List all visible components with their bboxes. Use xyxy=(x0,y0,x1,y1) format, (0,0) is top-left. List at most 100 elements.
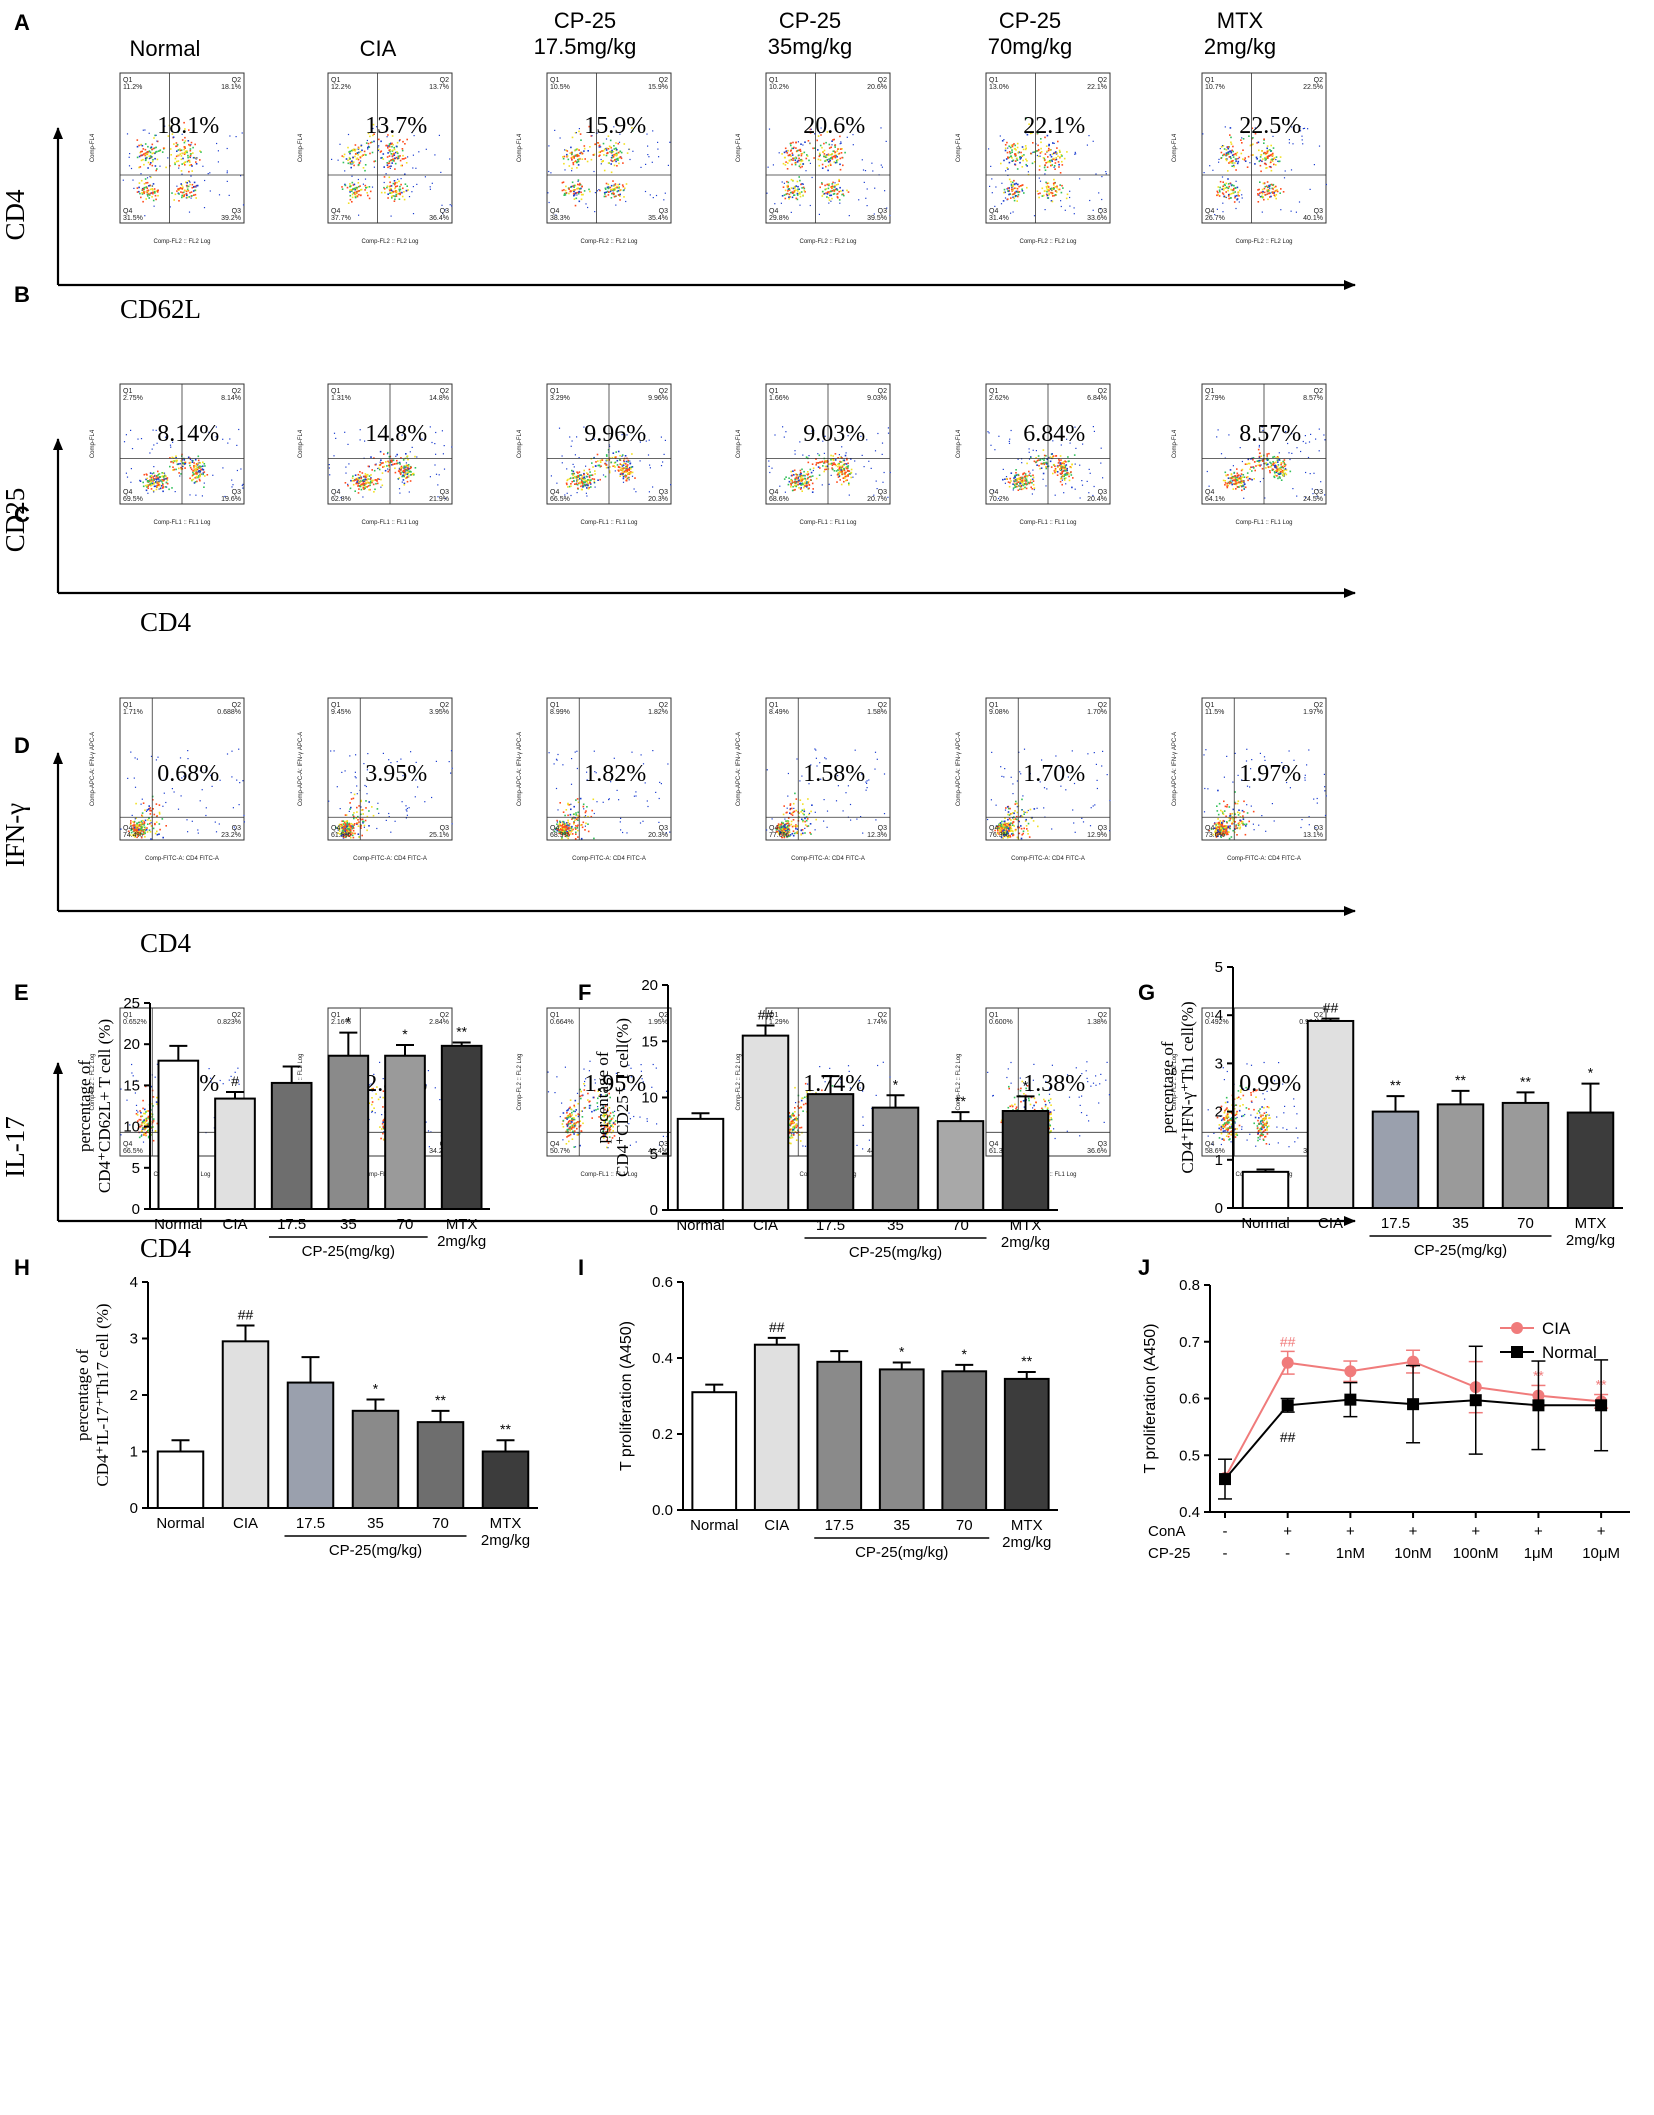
event-dot xyxy=(1247,476,1249,478)
event-dot xyxy=(573,184,576,187)
quadrant-q2-value: 18.1% xyxy=(221,84,241,91)
quadrant-q4-label: Q4 xyxy=(989,208,998,215)
event-dot xyxy=(381,484,384,487)
event-dot xyxy=(147,492,149,494)
event-dot xyxy=(198,478,201,481)
event-dot xyxy=(1275,189,1277,192)
event-dot xyxy=(1074,151,1076,153)
event-dot xyxy=(1230,482,1233,484)
event-dot xyxy=(628,148,630,150)
event-dot xyxy=(1227,189,1229,192)
event-dot xyxy=(1058,464,1061,466)
event-dot xyxy=(1054,194,1057,196)
event-dot xyxy=(1028,123,1030,125)
event-dot xyxy=(399,188,402,191)
event-dot xyxy=(1030,456,1032,458)
event-dot xyxy=(1047,156,1049,158)
event-dot xyxy=(199,159,201,161)
event-dot xyxy=(827,164,830,167)
event-dot xyxy=(837,148,839,150)
event-dot xyxy=(197,476,199,479)
event-dot xyxy=(575,132,577,134)
event-dot xyxy=(1057,140,1059,143)
event-dot xyxy=(431,182,433,184)
event-dot xyxy=(361,472,364,474)
event-dot xyxy=(1008,442,1011,444)
event-dot xyxy=(156,475,158,477)
event-dot xyxy=(1027,171,1029,173)
event-dot xyxy=(1050,155,1053,158)
event-dot xyxy=(349,161,352,164)
event-dot xyxy=(824,188,827,191)
event-dot xyxy=(605,149,608,151)
event-dot xyxy=(1274,474,1277,477)
event-dot xyxy=(1219,190,1221,193)
event-dot xyxy=(153,466,155,468)
event-dot xyxy=(612,155,615,158)
event-dot xyxy=(589,471,591,473)
event-dot xyxy=(821,195,824,197)
event-dot xyxy=(828,463,830,465)
event-dot xyxy=(1037,144,1039,147)
event-dot xyxy=(386,162,388,164)
event-dot xyxy=(1000,203,1003,205)
event-dot xyxy=(786,192,788,195)
event-dot xyxy=(1263,151,1266,154)
event-dot xyxy=(623,189,625,191)
event-dot xyxy=(1019,482,1021,485)
event-dot xyxy=(144,832,146,835)
event-dot xyxy=(1266,152,1269,154)
event-dot xyxy=(182,465,184,468)
event-dot xyxy=(842,189,844,192)
event-dot xyxy=(1302,128,1304,130)
event-dot xyxy=(1049,154,1052,156)
event-dot xyxy=(608,471,611,474)
event-dot xyxy=(344,184,347,187)
event-dot xyxy=(199,770,202,772)
event-dot xyxy=(364,184,367,187)
event-dot xyxy=(567,478,569,481)
event-dot xyxy=(1020,485,1022,488)
event-dot xyxy=(138,831,141,833)
event-dot xyxy=(231,486,233,488)
event-dot xyxy=(210,774,212,776)
event-dot xyxy=(373,166,375,168)
event-dot xyxy=(378,138,380,141)
event-dot xyxy=(388,145,391,148)
event-dot xyxy=(1271,191,1274,193)
event-dot xyxy=(848,215,850,217)
event-dot xyxy=(838,190,840,193)
event-dot xyxy=(618,141,621,143)
event-dot xyxy=(364,164,367,166)
event-dot xyxy=(194,189,196,192)
event-dot xyxy=(156,189,159,192)
event-dot xyxy=(199,465,201,467)
event-dot xyxy=(1274,461,1277,464)
event-dot xyxy=(1212,169,1214,171)
event-dot xyxy=(342,156,345,158)
event-dot xyxy=(1024,483,1027,485)
event-dot xyxy=(834,453,837,455)
event-dot xyxy=(780,202,782,204)
event-dot xyxy=(577,160,580,163)
event-dot xyxy=(605,182,608,185)
event-dot xyxy=(354,144,357,146)
event-dot xyxy=(215,426,217,428)
event-dot xyxy=(365,474,368,476)
event-dot xyxy=(1058,460,1061,462)
event-dot xyxy=(1060,468,1062,471)
event-dot xyxy=(792,191,795,194)
event-dot xyxy=(1018,191,1021,193)
event-dot xyxy=(1257,193,1259,195)
event-dot xyxy=(798,159,800,162)
event-dot xyxy=(379,463,382,466)
event-dot xyxy=(1041,187,1044,190)
event-dot xyxy=(139,827,141,830)
event-dot xyxy=(1018,484,1020,487)
quadrant-percent: 20.6% xyxy=(803,113,865,139)
event-dot xyxy=(585,483,587,486)
event-dot xyxy=(1241,142,1243,144)
event-dot xyxy=(203,471,206,473)
event-dot xyxy=(625,475,628,477)
event-dot xyxy=(1265,467,1267,469)
